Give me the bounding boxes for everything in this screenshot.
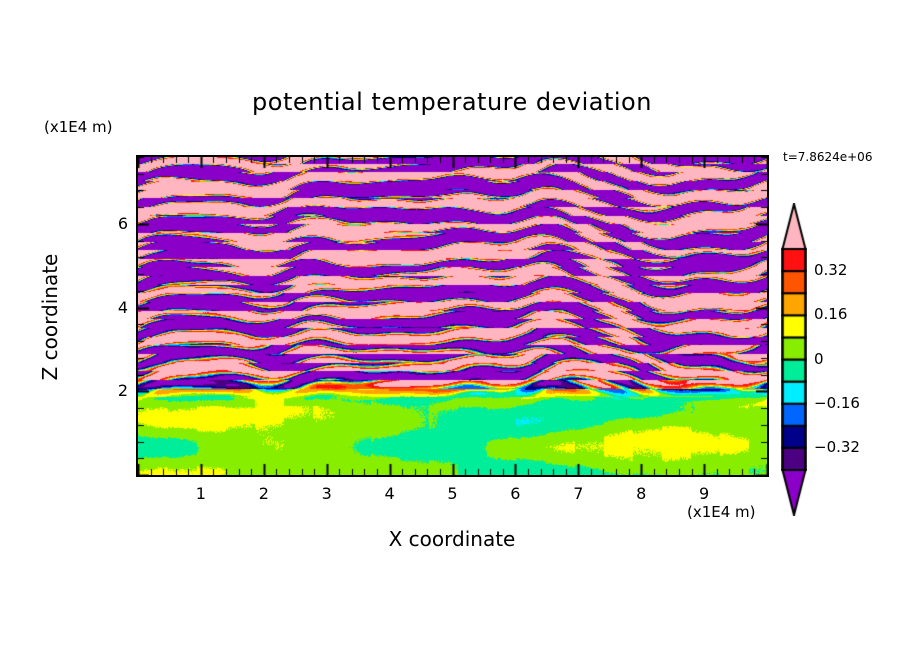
y-tick-label: 6	[117, 213, 128, 233]
page-title: potential temperature deviation	[252, 88, 652, 116]
x-axis-title: X coordinate	[388, 527, 516, 551]
x-tick-label: 6	[510, 484, 521, 503]
y-tick-label: 4	[117, 297, 128, 317]
colorbar-tick-label: 0.32	[814, 261, 848, 280]
contour-field-canvas	[138, 157, 767, 475]
x-tick-label: 8	[636, 484, 647, 503]
colorbar-tick-label: 0.16	[814, 305, 848, 324]
z-axis-unit-label: (x1E4 m)	[44, 118, 113, 136]
x-axis-unit-label: (x1E4 m)	[687, 503, 756, 521]
colorbar-gradient	[781, 203, 807, 516]
colorbar-tick-label: −0.16	[814, 393, 860, 412]
time-annotation: t=7.8624e+06	[783, 150, 873, 164]
colorbar-tick-label: −0.32	[814, 437, 860, 456]
contour-plot-area	[136, 155, 769, 477]
x-tick-label: 5	[447, 484, 458, 503]
x-tick-label: 3	[321, 484, 332, 503]
y-tick-label: 2	[117, 381, 128, 401]
x-tick-label: 7	[573, 484, 584, 503]
colorbar	[781, 203, 807, 516]
x-tick-label: 1	[195, 484, 206, 503]
x-tick-label: 9	[699, 484, 710, 503]
colorbar-tick-label: 0	[814, 349, 824, 368]
x-tick-label: 4	[384, 484, 395, 503]
x-tick-label: 2	[258, 484, 269, 503]
y-axis-title: Z coordinate	[38, 253, 62, 381]
